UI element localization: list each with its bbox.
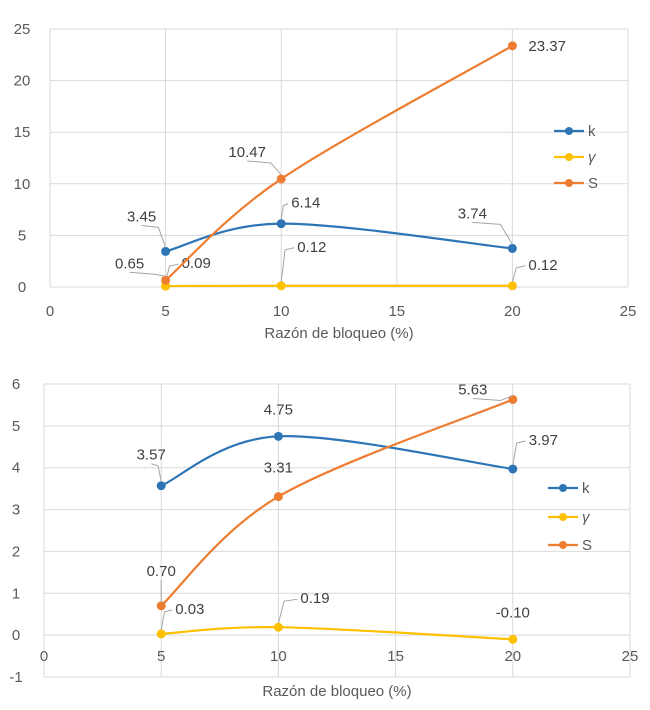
data-label-S: 0.70 [147,563,176,580]
x-tick-label: 10 [270,648,287,665]
legend-label-S: S [588,175,598,192]
label-leader-line [247,160,282,176]
x-tick-label: 15 [388,303,405,320]
data-label-k: 6.14 [291,195,320,212]
data-point-S [508,394,518,404]
x-tick-label: 5 [161,303,169,320]
data-label-S: 23.37 [528,38,566,55]
data-label-gamma: 0.12 [297,239,326,256]
data-label-k: 4.75 [264,401,293,418]
data-label-k: 3.57 [137,447,166,464]
label-leader-line [280,247,295,282]
data-point-k [276,219,286,229]
series-line-k [165,222,513,253]
chart-bottom: -1 0 1 2 3 4 5 6 0 5 10 15 20 25 Razón de bloqueo (%) 3… [9,376,639,700]
x-tick-label: 25 [622,648,639,665]
legend-label-gamma: γ [588,149,597,166]
y-tick-label: 3 [12,502,20,519]
data-point-k [508,464,518,474]
legend-label-S: S [582,537,592,554]
data-point-k [161,246,171,256]
label-leader-line [151,463,162,482]
legend-marker-k [559,484,567,492]
y-tick-label: 6 [12,376,20,393]
data-point-S [276,174,286,184]
data-label-S: 0.65 [115,255,144,272]
legend-marker-S [559,541,567,549]
label-leader-line [472,221,513,245]
x-tick-label: 25 [620,303,637,320]
series-line-gamma [161,626,513,641]
x-tick-label: 20 [504,303,521,320]
label-leader-line [512,440,526,466]
series-line-S [164,44,513,282]
data-label-S: 5.63 [458,381,487,398]
data-point-k [156,481,166,491]
data-point-S [161,275,171,285]
data-label-S: 10.47 [228,144,266,161]
data-label-k: 3.45 [127,208,156,225]
y-tick-label: 1 [12,585,20,602]
data-point-gamma [156,629,166,639]
data-label-k: 3.74 [458,205,487,222]
y-tick-label: 5 [18,227,26,244]
data-point-gamma [508,634,518,644]
chart-top: 0 5 10 15 20 25 0 5 10 15 20 25 Razón de bloqueo (%)… [14,21,637,342]
legend-marker-S [565,179,573,187]
x-tick-label: 0 [40,648,48,665]
data-label-S: 3.31 [264,460,293,477]
y-tick-label: -1 [9,669,22,686]
x-tick-label: 10 [273,303,290,320]
data-point-S [156,601,166,611]
data-point-gamma [276,281,286,291]
x-axis-label: Razón de bloqueo (%) [262,683,411,700]
data-label-gamma: 0.19 [300,590,329,607]
label-leader-line [129,271,166,277]
y-tick-label: 10 [14,176,31,193]
legend-marker-gamma [559,513,567,521]
data-point-gamma [273,622,283,632]
data-label-gamma: 0.12 [528,257,557,274]
label-leader-line [472,395,513,401]
data-label-k: 3.97 [529,432,558,449]
x-tick-label: 20 [504,648,521,665]
data-point-k [273,431,283,441]
legend-label-gamma: γ [582,509,591,526]
data-label-gamma: 0.09 [182,255,211,272]
y-tick-label: 15 [14,124,31,141]
y-tick-label: 25 [14,21,31,38]
y-tick-label: 0 [12,627,20,644]
y-tick-label: 4 [12,460,20,477]
series-line-S [160,398,514,607]
legend-marker-k [565,127,573,135]
y-tick-label: 20 [14,73,31,90]
series-line-k [160,435,513,487]
data-point-S [507,41,517,51]
data-label-gamma: 0.03 [175,601,204,618]
x-tick-label: 15 [387,648,404,665]
x-tick-label: 5 [157,648,165,665]
data-point-S [273,492,283,502]
y-tick-label: 2 [12,543,20,560]
x-tick-label: 0 [46,303,54,320]
label-leader-line [511,265,526,282]
data-label-gamma: -0.10 [496,604,530,621]
x-axis-label: Razón de bloqueo (%) [264,325,413,342]
legend-label-k: k [582,480,590,497]
data-point-gamma [507,281,517,291]
legend-marker-gamma [565,153,573,161]
y-tick-label: 0 [18,279,26,296]
label-leader-line [277,598,298,624]
label-leader-line [280,203,289,220]
label-leader-line [160,609,173,630]
y-tick-label: 5 [12,418,20,435]
legend-label-k: k [588,123,596,140]
data-point-k [507,243,517,253]
label-leader-line [141,224,167,248]
